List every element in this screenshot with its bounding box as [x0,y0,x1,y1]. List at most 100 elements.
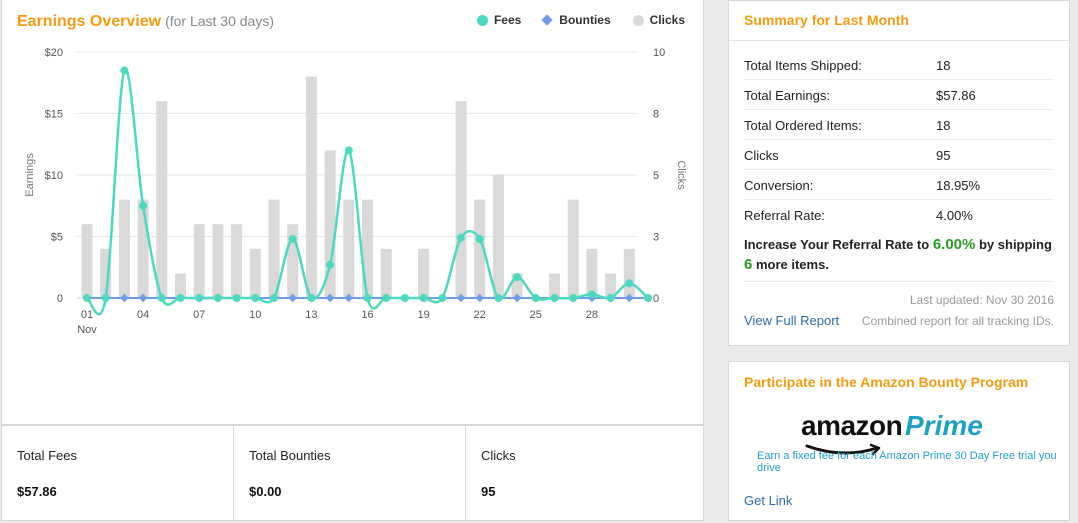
left-tick-label: $10 [45,170,63,182]
bounties-point [456,293,466,303]
x-tick-label: 22 [474,309,486,321]
get-link[interactable]: Get Link [744,493,793,508]
fees-point [101,294,110,302]
fees-point [326,260,335,269]
left-tick-label: $20 [45,47,63,59]
fees-point [251,294,260,302]
summary-key: Total Earnings: [744,88,830,103]
x-tick-label: 16 [361,309,373,321]
summary-key: Conversion: [744,178,814,193]
clicks-bar [418,248,430,298]
clicks-bar [474,199,486,298]
summary-key: Referral Rate: [744,208,825,223]
fees-point [288,234,297,243]
last-updated: Last updated: Nov 30 2016 [909,293,1054,307]
amazon-smile-icon [805,443,881,456]
clicks-bar [362,199,373,298]
summary-panel: Summary for Last Month Total Items Shipp… [728,0,1070,346]
summary-value: 18 [936,118,951,133]
clicks-bar [305,76,317,298]
left-tick-label: 0 [57,293,63,305]
x-tick-label: 04 [137,309,149,321]
legend-label-clicks: Clicks [649,13,685,27]
fees-point [475,234,484,243]
clicks-bar [343,199,355,298]
clicks-bar [586,248,598,298]
fees-point [232,294,241,302]
fees-point [120,66,129,75]
bounties-point [475,293,484,303]
bounties-point [512,293,522,303]
left-tick-label: $5 [51,232,63,244]
fees-point [587,290,596,299]
fees-point [569,294,578,302]
bounties-point [625,293,634,303]
summary-row-referral-rate: Referral Rate: 4.00% [744,200,1054,230]
summary-row-clicks: Clicks 95 [744,140,1054,170]
right-tick-label: 3 [653,232,659,244]
total-fees-value: $57.86 [17,484,57,499]
x-tick-label: 19 [417,309,429,321]
fees-point [363,294,372,302]
promo-rate: 6.00% [932,236,976,253]
fees-point [457,233,465,242]
fees-legend-marker [476,14,488,26]
clicks-bar [567,199,579,298]
x-tick-label: 01 [81,309,93,321]
summary-title: Summary for Last Month [729,1,1069,41]
clicks-bar [605,273,617,298]
clicks-bar [511,273,523,298]
fees-point [213,294,222,302]
total-bounties-cell: Total Bounties $0.00 [234,426,466,520]
right-tick-label: 10 [653,47,665,59]
fees-point [606,294,615,302]
fees-point [157,294,166,302]
promo-text: by shipping [975,237,1052,252]
summary-value: $57.86 [936,88,976,103]
clicks-bar [156,101,168,298]
fees-point [531,294,540,302]
clicks-bar [249,248,261,298]
summary-row-conversion: Conversion: 18.95% [744,170,1054,200]
clicks-bar [81,224,93,298]
bounties-point [288,293,297,303]
clicks-bar [380,248,392,298]
x-tick-label: 28 [586,309,598,321]
bounties-point [138,293,148,303]
summary-key: Total Items Shipped: [744,58,862,73]
promo-count: 6 [744,256,753,273]
legend-label-fees: Fees [493,13,522,27]
amazon-prime-logo: amazon Prime [801,410,1021,456]
clicks-bar [623,248,635,298]
legend-item-fees[interactable]: Fees [476,13,522,27]
summary-value: 4.00% [936,208,973,223]
x-tick-label: 25 [530,309,542,321]
x-tick-label: 07 [193,309,205,321]
bounty-title: Participate in the Amazon Bounty Program [744,374,1029,390]
legend-item-bounties[interactable]: Bounties [541,13,611,27]
x-tick-label: 13 [305,309,317,321]
fees-point [494,294,503,302]
combined-report-note: Combined report for all tracking IDs. [861,314,1054,328]
fees-point [419,294,428,302]
fees-point [307,294,316,302]
clicks-bar [118,199,130,298]
clicks-bar [455,101,467,298]
total-fees-label: Total Fees [17,448,77,463]
fees-point [270,294,278,302]
fees-point [195,294,204,302]
summary-row-items-shipped: Total Items Shipped: 18 [744,50,1054,80]
legend-item-clicks[interactable]: Clicks [632,13,685,27]
bounties-point [120,293,129,303]
clicks-bar [549,273,560,298]
summary-row-ordered-items: Total Ordered Items: 18 [744,110,1054,140]
promo-text: more items. [752,257,829,272]
view-full-report-link[interactable]: View Full Report [744,313,840,328]
clicks-bar [193,224,205,298]
bounties-point [344,293,354,303]
x-month-label: Nov [77,324,97,336]
clicks-bar [175,273,186,298]
right-axis-title: Clicks [675,160,687,190]
promo-text: Increase Your Referral Rate to [744,237,933,252]
summary-value: 95 [936,148,951,163]
